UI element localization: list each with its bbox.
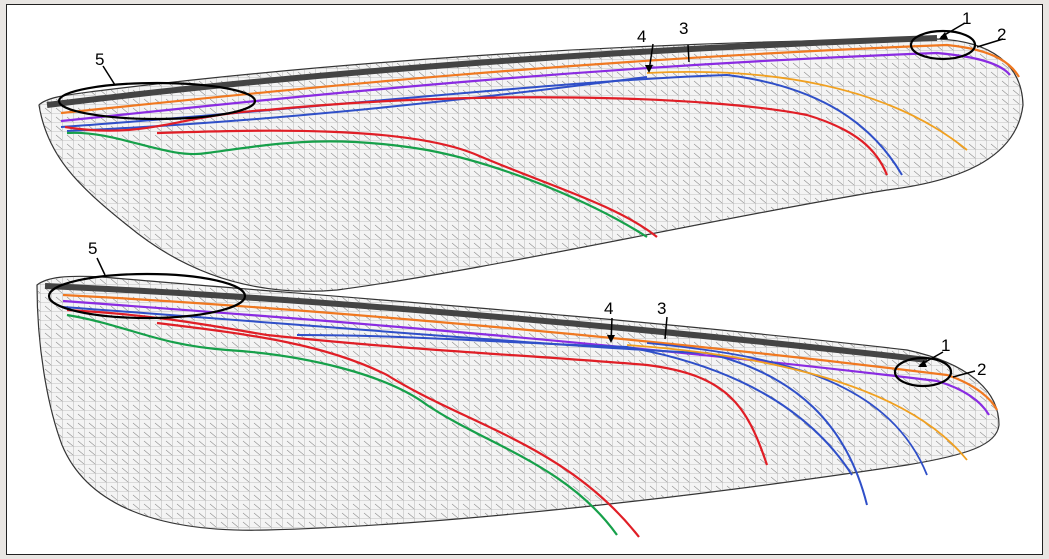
top-wing-label-5: 5 — [95, 50, 104, 69]
top-wing-vein-amber — [646, 71, 968, 151]
bottom-wing-arrow-3 — [664, 316, 668, 340]
top-wing-arrow-2 — [976, 38, 1004, 48]
top-wing-label-2: 2 — [997, 25, 1006, 44]
bottom-wing-arrowhead-1 — [918, 360, 927, 367]
top-wing-vein-orange — [60, 43, 1020, 115]
bottom-wing-vein-orange — [62, 293, 998, 411]
bottom-wing-stigma-ellipse-5 — [47, 272, 247, 320]
top-wing-label-1: 1 — [962, 9, 971, 28]
top-wing-label-4: 4 — [637, 27, 646, 46]
bottom-wing-label-4: 4 — [604, 299, 613, 318]
bottom-wing-arrow-2 — [952, 370, 976, 378]
top-wing-vein-purple — [60, 51, 1011, 123]
top-wing-cell-mesh — [39, 39, 1023, 292]
bottom-wing-vein-blue-2 — [296, 334, 853, 476]
top-wing-arrowhead-4 — [645, 65, 653, 73]
figure-frame: 5 4 3 1 2 — [6, 4, 1043, 555]
bottom-wing-cell-mesh — [37, 276, 999, 531]
bottom-wing-arrowhead-4 — [607, 335, 615, 343]
bottom-wing: 5 4 3 1 2 — [36, 239, 1000, 538]
top-wing-arrow-3 — [687, 44, 690, 63]
bottom-wing-label-2: 2 — [977, 360, 986, 379]
top-wing-arrowhead-1 — [939, 32, 948, 39]
top-wing-tip-ellipse-1 — [909, 29, 977, 61]
bottom-wing-label-3: 3 — [657, 299, 666, 318]
top-wing-vein-red — [64, 96, 889, 176]
bottom-wing-vein-red-2 — [156, 321, 640, 538]
bottom-wing-label-5: 5 — [88, 239, 97, 258]
top-wing-label-3: 3 — [679, 19, 688, 38]
bottom-wing-vein-red — [66, 308, 769, 466]
bottom-wing-costa — [44, 283, 928, 363]
top-wing-stigma-ellipse-5 — [57, 81, 257, 121]
bottom-wing-label-1: 1 — [941, 336, 950, 355]
bottom-wing-tip-ellipse-1 — [893, 356, 953, 388]
bottom-wing-vein-amber — [626, 344, 968, 461]
bottom-wing-arrow-5 — [96, 257, 106, 276]
wing-venation-diagram: 5 4 3 1 2 — [36, 9, 1024, 538]
top-wing-vein-blue-2 — [66, 76, 648, 132]
top-wing-vein-green — [66, 131, 648, 238]
top-wing: 5 4 3 1 2 — [38, 9, 1024, 292]
top-wing-vein-red-2 — [156, 129, 658, 238]
top-wing-costa — [46, 35, 938, 108]
bottom-wing-vein-green — [66, 313, 618, 536]
top-wing-arrow-5 — [102, 65, 116, 86]
